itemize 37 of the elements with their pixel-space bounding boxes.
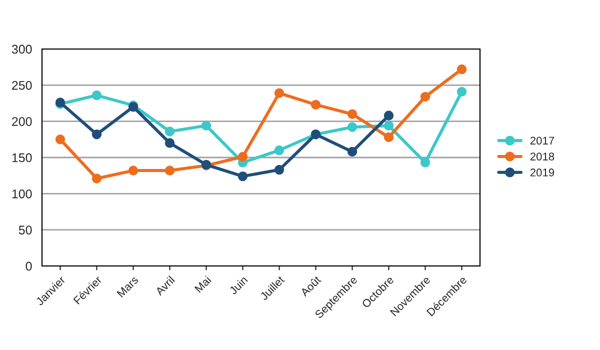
point — [128, 166, 138, 176]
point — [55, 134, 66, 144]
point — [92, 90, 102, 100]
point — [164, 138, 175, 148]
point — [274, 88, 284, 98]
point — [164, 166, 175, 176]
legend-label: 2017 — [530, 136, 554, 145]
point — [92, 174, 102, 184]
x-tick-label: Mai — [194, 276, 212, 293]
legend-label: 2019 — [530, 168, 554, 176]
point — [384, 120, 394, 131]
point — [384, 132, 394, 142]
y-tick-label: 50 — [18, 226, 32, 234]
point — [310, 100, 321, 110]
point — [420, 92, 430, 102]
point — [238, 152, 248, 162]
legend-label: 2018 — [530, 152, 554, 160]
y-tick-label: 150 — [12, 153, 32, 162]
point — [456, 64, 467, 74]
point — [238, 171, 248, 182]
point — [456, 86, 467, 97]
point — [347, 146, 358, 157]
point — [420, 158, 430, 168]
y-tick-label: 0 — [26, 262, 32, 271]
point — [201, 120, 212, 131]
y-tick-label: 250 — [12, 80, 32, 90]
point — [347, 109, 358, 119]
point — [274, 145, 284, 156]
point — [164, 126, 175, 136]
y-tick-label: 200 — [12, 117, 32, 126]
y-tick-label: 100 — [12, 189, 32, 198]
y-tick-label: 300 — [12, 44, 32, 54]
point — [347, 122, 358, 132]
x-tick-label: Juin — [228, 276, 248, 296]
point — [384, 110, 394, 120]
point — [274, 164, 284, 175]
point — [92, 129, 102, 140]
